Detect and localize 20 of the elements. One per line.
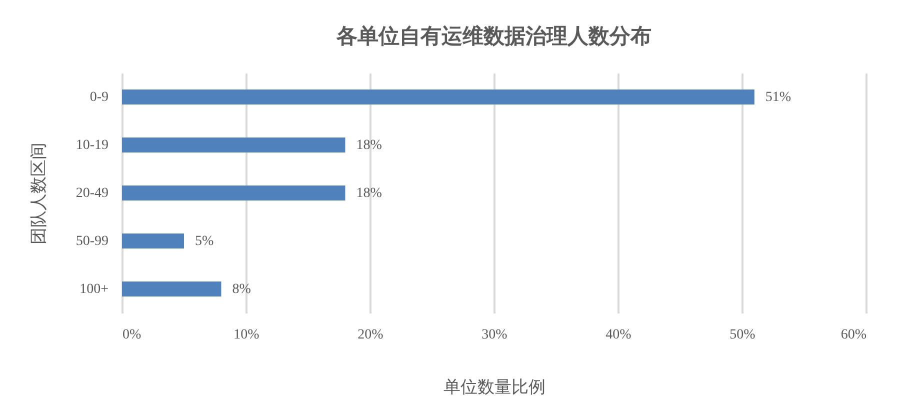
- data-label: 18%: [356, 138, 382, 153]
- data-label: 18%: [356, 186, 382, 201]
- x-tick-label: 40%: [606, 328, 632, 342]
- x-tick-label: 10%: [234, 328, 260, 342]
- x-tick-label: 0%: [122, 328, 142, 342]
- data-label: 8%: [232, 282, 252, 297]
- y-tick-label: 0-9: [90, 90, 108, 105]
- y-tick-label: 100+: [80, 282, 109, 297]
- x-tick-label: 60%: [840, 328, 867, 342]
- data-label: 51%: [765, 90, 792, 105]
- x-axis-title: 单位数量比例: [444, 378, 546, 396]
- y-tick-label: 20-49: [76, 186, 108, 201]
- x-tick-label: 20%: [358, 328, 384, 342]
- x-tick-label: 30%: [482, 328, 508, 342]
- y-tick-label: 10-19: [76, 138, 108, 153]
- y-axis-title: 团队人数区间: [28, 142, 48, 244]
- data-label: 5%: [195, 234, 214, 249]
- chart-title: 各单位自有运维数据治理人数分布: [336, 24, 652, 48]
- x-tick-label: 50%: [730, 328, 756, 342]
- y-tick-label: 50-99: [76, 234, 108, 249]
